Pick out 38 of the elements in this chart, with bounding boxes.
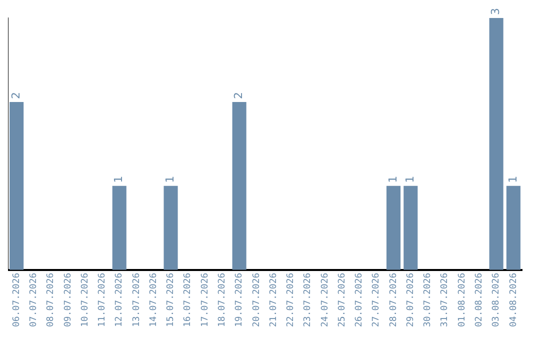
x-tick-label: 04.08.2026 <box>508 272 519 328</box>
x-tick-label: 07.07.2026 <box>29 272 40 328</box>
x-tick-label: 31.07.2026 <box>440 272 450 328</box>
data-label: 2 <box>9 92 22 99</box>
x-tick-label: 22.07.2026 <box>286 272 296 328</box>
x-tick-label: 27.07.2026 <box>372 272 382 328</box>
data-label: 1 <box>506 176 520 183</box>
x-tick-label: 02.08.2026 <box>474 272 485 328</box>
x-tick-label: 30.07.2026 <box>423 272 434 328</box>
x-tick-label: 03.08.2026 <box>492 272 502 328</box>
x-tick-label: 15.07.2026 <box>166 272 176 328</box>
x-tick-label: 12.07.2026 <box>114 272 125 328</box>
data-label: 1 <box>164 176 177 183</box>
x-tick-label: 17.07.2026 <box>200 272 210 328</box>
x-tick-label: 13.07.2026 <box>132 272 142 328</box>
x-tick-label: 10.07.2026 <box>80 272 90 328</box>
x-tick-label: 19.07.2026 <box>234 272 245 328</box>
x-tick-label: 29.07.2026 <box>406 272 416 328</box>
x-tick-label: 24.07.2026 <box>320 272 330 328</box>
data-label: 3 <box>489 8 502 15</box>
data-label: 2 <box>232 92 246 99</box>
x-tick-label: 11.07.2026 <box>98 272 108 328</box>
data-label: 1 <box>386 176 400 183</box>
x-tick-label: 25.07.2026 <box>337 272 348 328</box>
x-tick-label: 16.07.2026 <box>183 272 194 328</box>
x-tick-label: 08.07.2026 <box>46 272 56 328</box>
data-label: 1 <box>112 176 126 183</box>
x-tick-label: 18.07.2026 <box>218 272 228 328</box>
x-tick-label: 14.07.2026 <box>148 272 159 328</box>
x-tick-label: 01.08.2026 <box>457 272 468 328</box>
x-tick-label: 06.07.2026 <box>12 272 22 328</box>
x-tick-label: 20.07.2026 <box>252 272 262 328</box>
data-label: 1 <box>403 176 416 183</box>
x-tick-label: 21.07.2026 <box>268 272 279 328</box>
x-tick-label: 28.07.2026 <box>388 272 399 328</box>
x-tick-label: 23.07.2026 <box>303 272 314 328</box>
x-tick-label: 09.07.2026 <box>63 272 74 328</box>
x-tick-label: 26.07.2026 <box>354 272 365 328</box>
